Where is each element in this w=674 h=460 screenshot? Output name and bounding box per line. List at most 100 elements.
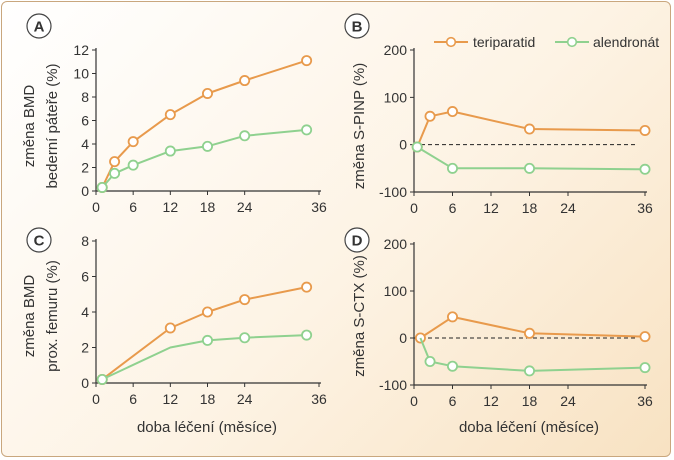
series-line-teriparatid-d [419, 315, 646, 339]
panel-badge-label-a: A [34, 19, 45, 36]
x-tick-label-c: 18 [200, 391, 216, 407]
panel-badge-d [344, 227, 370, 253]
data-point-alendronat-d [424, 355, 436, 367]
y-axis-label-c-line1: změna BMD [21, 275, 38, 358]
panel-badge-label-c: C [34, 233, 45, 250]
y-axis-label-c-line2: prox. femuru (%) [44, 260, 61, 372]
data-point-teriparatid-a [201, 87, 213, 99]
x-tick-label-a: 18 [200, 199, 216, 215]
data-point-teriparatid-a [109, 156, 121, 168]
y-axis-label-a-line1: změna BMD [21, 85, 38, 168]
x-tick-label-b: 18 [522, 200, 538, 216]
x-tick-label-b: 24 [560, 200, 576, 216]
y-tick-label-c: 2 [81, 340, 89, 356]
data-point-alendronat-c [96, 373, 108, 385]
x-tick-label-a: 0 [92, 199, 100, 215]
x-tick-label-a: 6 [129, 199, 137, 215]
y-tick-label-d: 0 [399, 330, 407, 346]
series-line-alendronat-b [416, 146, 646, 171]
x-tick-label-c: 36 [311, 391, 327, 407]
data-point-teriparatid-c [239, 294, 251, 306]
x-tick-label-c: 24 [237, 391, 253, 407]
y-tick-label-a: 4 [81, 136, 89, 152]
x-tick-label-b: 36 [637, 200, 653, 216]
data-point-teriparatid-c [301, 281, 313, 293]
data-point-teriparatid-a [127, 136, 139, 148]
data-point-alendronat-d [446, 360, 458, 372]
x-axis-label-c: doba léčení (měsíce) [137, 419, 277, 436]
legend-teriparatid-marker [445, 36, 457, 48]
data-point-teriparatid-b [639, 124, 651, 136]
y-tick-label-d: 200 [384, 236, 408, 252]
y-tick-label-a: 2 [81, 160, 89, 176]
y-axis-label-b: změna S-PINP (%) [351, 63, 368, 189]
x-tick-label-b: 12 [483, 200, 499, 216]
x-tick-label-d: 6 [449, 393, 457, 409]
data-point-teriparatid-a [164, 109, 176, 121]
data-point-alendronat-a [109, 167, 121, 179]
data-point-teriparatid-b [446, 106, 458, 118]
data-point-alendronat-d [524, 365, 536, 377]
data-point-alendronat-b [411, 141, 423, 153]
data-point-alendronat-a [127, 159, 139, 171]
y-tick-label-d: 100 [384, 283, 408, 299]
x-tick-label-d: 24 [560, 393, 576, 409]
y-tick-label-c: 6 [81, 269, 89, 285]
data-point-alendronat-b [446, 162, 458, 174]
data-point-teriparatid-a [301, 55, 313, 67]
y-tick-label-a: 8 [81, 89, 89, 105]
x-tick-label-d: 36 [637, 393, 653, 409]
y-tick-label-c: 4 [81, 304, 89, 320]
data-point-alendronat-b [524, 162, 536, 174]
y-tick-label-a: 10 [73, 66, 89, 82]
panel-badge-c [26, 227, 52, 253]
y-tick-label-b: 200 [384, 42, 408, 58]
data-point-alendronat-c [301, 329, 313, 341]
legend-alendronat-label: alendronát [593, 34, 659, 50]
data-point-alendronat-c [239, 332, 251, 344]
y-tick-label-c: 8 [81, 233, 89, 249]
data-point-teriparatid-d [524, 327, 536, 339]
data-point-alendronat-a [96, 181, 108, 193]
x-tick-label-a: 12 [163, 199, 179, 215]
data-point-alendronat-c [201, 334, 213, 346]
y-tick-label-b: -100 [379, 184, 407, 200]
x-tick-label-d: 18 [522, 393, 538, 409]
data-point-alendronat-a [164, 145, 176, 157]
x-tick-label-d: 12 [483, 393, 499, 409]
data-point-alendronat-a [239, 130, 251, 142]
panel-badge-label-b: B [352, 19, 363, 36]
legend-teriparatid-label: teriparatid [473, 34, 535, 50]
y-axis-label-a-line2: bederní páteře (%) [44, 63, 61, 188]
x-axis-label-d: doba léčení (měsíce) [459, 419, 599, 436]
data-point-teriparatid-a [239, 75, 251, 87]
x-tick-label-a: 24 [237, 199, 253, 215]
data-point-alendronat-d [639, 362, 651, 374]
data-point-alendronat-a [301, 124, 313, 136]
y-tick-label-a: 12 [73, 42, 89, 58]
y-tick-label-d: -100 [379, 377, 407, 393]
data-point-alendronat-b [639, 163, 651, 175]
x-tick-label-c: 12 [163, 391, 179, 407]
x-tick-label-b: 0 [410, 200, 418, 216]
y-tick-label-b: 0 [399, 137, 407, 153]
legend: teriparatid alendronát [434, 34, 659, 50]
y-axis-label-d: změna S-CTX (%) [351, 255, 368, 377]
legend-alendronat-marker [566, 36, 578, 48]
data-point-teriparatid-b [424, 110, 436, 122]
y-tick-label-b: 100 [384, 89, 408, 105]
panel-badge-a [26, 13, 52, 39]
data-point-teriparatid-d [446, 311, 458, 323]
data-point-teriparatid-b [524, 123, 536, 135]
x-tick-label-d: 0 [410, 393, 418, 409]
y-tick-label-a: 6 [81, 113, 89, 129]
data-point-teriparatid-d [639, 331, 651, 343]
data-point-teriparatid-c [201, 306, 213, 318]
x-tick-label-b: 6 [449, 200, 457, 216]
x-tick-label-c: 6 [129, 391, 137, 407]
